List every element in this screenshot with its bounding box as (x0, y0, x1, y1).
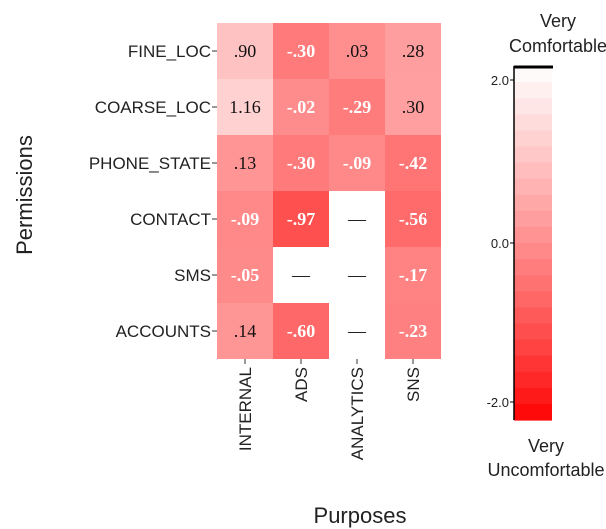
cell-value-label: -.09 (231, 209, 260, 229)
cell-value-label: .03 (346, 41, 369, 61)
row-label-fine-loc: FINE_LOC (128, 42, 211, 61)
cell-value-label: -.29 (343, 97, 372, 117)
colorbar-step (514, 162, 552, 180)
cell-value-label: -.97 (287, 209, 316, 229)
heatmap-cell-contact-analytics (329, 191, 385, 247)
row-label-sms: SMS (174, 266, 211, 285)
cell-value-label: — (347, 265, 367, 285)
row-label-phone-state: PHONE_STATE (89, 154, 211, 173)
cell-value-label: -.42 (399, 153, 428, 173)
colorbar-step (514, 146, 552, 164)
heatmap-cell-contact-internal (217, 191, 273, 247)
colorbar-step (514, 130, 552, 148)
cell-value-label: -.23 (399, 321, 428, 341)
cell-value-label: .14 (234, 321, 257, 341)
column-label-sns: SNS (404, 367, 423, 402)
heatmap-cell-phone-state-ads (273, 135, 329, 191)
heatmap-grid: .90 -.30 .03 .28 1.16 -.02 -.29 .30 .13 -.30 -.09 -… (217, 23, 441, 359)
row-labels: FINE_LOC COARSE_LOC PHONE_STATE CONTACT SMS A… (89, 42, 217, 341)
colorbar-step (514, 371, 552, 389)
row-label-accounts: ACCOUNTS (116, 322, 211, 341)
colorbar-step (514, 210, 552, 228)
heatmap-cell-fine-loc-sns (385, 23, 441, 79)
colorbar-step (514, 355, 552, 373)
row-label-coarse-loc: COARSE_LOC (95, 98, 211, 117)
colorbar-step (514, 291, 552, 308)
heatmap-cell-phone-state-sns (385, 135, 441, 191)
row-label-contact: CONTACT (130, 210, 211, 229)
heatmap-cell-coarse-loc-ads (273, 79, 329, 135)
cell-value-label: 1.16 (229, 97, 261, 117)
heatmap-cell-fine-loc-ads (273, 23, 329, 79)
heatmap-cell-accounts-sns (385, 303, 441, 359)
cell-value-label: .13 (234, 153, 257, 173)
colorbar-tick-label: -2.0 (487, 395, 509, 410)
heatmap-cell-contact-sns (385, 191, 441, 247)
colorbar-step (514, 194, 552, 212)
colorbar-top-label-line1: Very (540, 11, 576, 31)
colorbar-step (514, 259, 552, 276)
colorbar-step (514, 243, 552, 260)
heatmap-cell-phone-state-internal (217, 135, 273, 191)
colorbar-step (514, 307, 552, 325)
column-label-analytics: ANALYTICS (348, 367, 367, 460)
colorbar-step (514, 339, 552, 357)
heatmap-cell-coarse-loc-sns (385, 79, 441, 135)
cell-value-label: .30 (402, 97, 425, 117)
x-axis-title: Purposes (314, 503, 407, 528)
cell-value-label: -.30 (287, 41, 316, 61)
column-label-ads: ADS (292, 367, 311, 402)
heatmap-cell-coarse-loc-internal (217, 79, 273, 135)
cell-value-label: -.05 (231, 265, 260, 285)
cell-value-label: — (347, 321, 367, 341)
colorbar-step (514, 98, 552, 115)
heatmap-cell-sms-internal (217, 247, 273, 303)
cell-value-label: — (347, 209, 367, 229)
colorbar-bottom-label-line1: Very (528, 436, 564, 456)
heatmap-cell-coarse-loc-analytics (329, 79, 385, 135)
cell-value-label: -.09 (343, 153, 372, 173)
heatmap-cell-phone-state-analytics (329, 135, 385, 191)
column-label-internal: INTERNAL (236, 367, 255, 451)
cell-value-label: -.30 (287, 153, 316, 173)
column-labels: INTERNAL ADS ANALYTICS SNS (236, 359, 423, 460)
colorbar-top-label-line2: Comfortable (509, 36, 606, 56)
cell-value-label: .28 (402, 41, 425, 61)
heatmap-cell-accounts-ads (273, 303, 329, 359)
colorbar-tick-label: 2.0 (491, 73, 509, 88)
colorbar-step (514, 275, 552, 292)
colorbar-step (514, 114, 552, 131)
colorbar-step (514, 387, 552, 405)
colorbar-step (514, 323, 552, 341)
colorbar-step (514, 82, 552, 99)
heatmap-cell-sms-ads (273, 247, 329, 303)
heatmap-cell-contact-ads (273, 191, 329, 247)
cell-value-label: -.56 (399, 209, 428, 229)
cell-value-label: — (291, 265, 311, 285)
colorbar-step (514, 178, 552, 196)
colorbar-tick-label: 0.0 (491, 236, 509, 251)
heatmap-cell-sms-sns (385, 247, 441, 303)
heatmap-cell-fine-loc-analytics (329, 23, 385, 79)
cell-value-label: .90 (234, 41, 257, 61)
colorbar-step (514, 66, 552, 83)
cell-value-label: -.02 (287, 97, 316, 117)
cell-value-label: -.60 (287, 321, 316, 341)
heatmap-cell-sms-analytics (329, 247, 385, 303)
y-axis-title: Permissions (12, 135, 37, 255)
colorbar-bottom-label-line2: Uncomfortable (487, 460, 604, 480)
heatmap-cell-accounts-internal (217, 303, 273, 359)
cell-value-label: -.17 (399, 265, 428, 285)
heatmap-cell-accounts-analytics (329, 303, 385, 359)
heatmap-cell-fine-loc-internal (217, 23, 273, 79)
colorbar-step (514, 226, 552, 244)
colorbar-step (514, 403, 552, 421)
colorbar: 2.0 0.0 -2.0 (487, 65, 553, 421)
